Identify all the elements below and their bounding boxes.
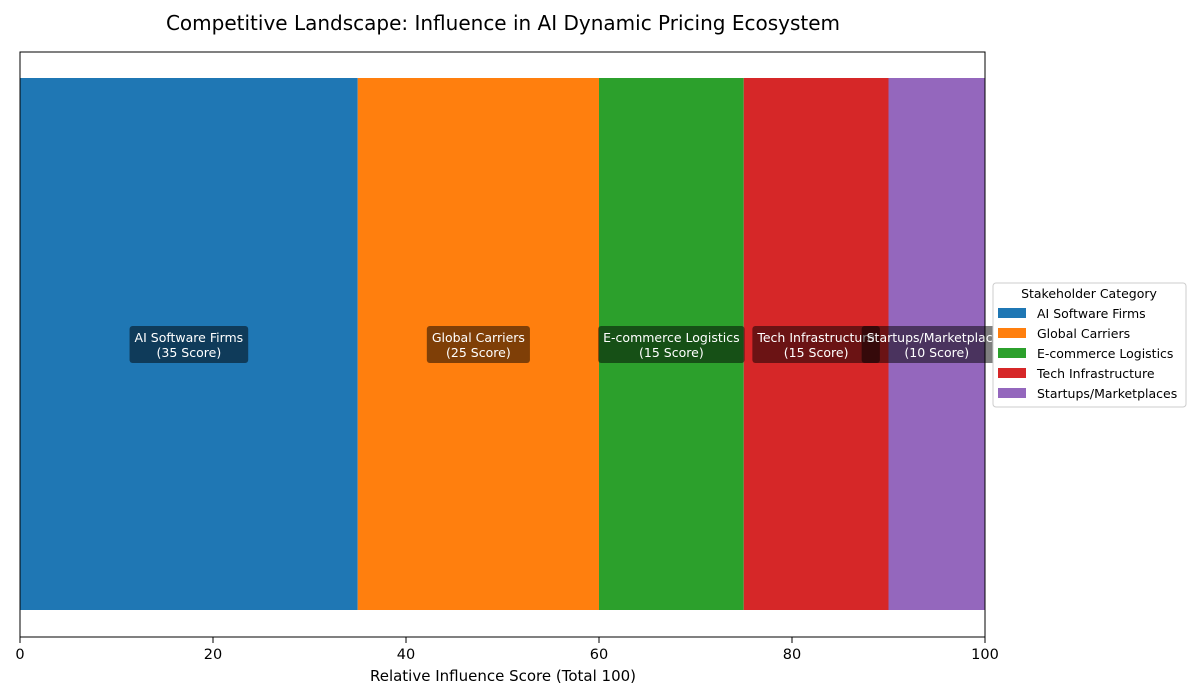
x-axis-label: Relative Influence Score (Total 100) — [370, 667, 636, 685]
x-tick-label: 100 — [971, 647, 999, 663]
bar-label: AI Software Firms(35 Score) — [129, 326, 249, 363]
bar-label-box — [861, 326, 1012, 363]
bar-label-name: Tech Infrastructure — [756, 330, 875, 345]
legend-entry: Global Carriers — [1037, 326, 1130, 341]
legend-title: Stakeholder Category — [1021, 286, 1157, 301]
bar-label-name: E-commerce Logistics — [603, 330, 739, 345]
chart-title: Competitive Landscape: Influence in AI D… — [166, 11, 840, 35]
bar-label: E-commerce Logistics(15 Score) — [598, 326, 745, 363]
bar-label-box — [129, 326, 249, 363]
legend-entry: Tech Infrastructure — [1036, 366, 1155, 381]
legend-swatch — [998, 388, 1026, 398]
x-tick-label: 20 — [204, 647, 222, 663]
bar-label-box — [426, 326, 530, 363]
bar-label-score: (15 Score) — [784, 345, 849, 360]
plot-frame — [19, 51, 986, 638]
legend-swatch — [998, 328, 1026, 338]
x-tick-label: 40 — [397, 647, 415, 663]
legend-swatch — [998, 368, 1026, 378]
x-tick-label: 0 — [15, 647, 24, 663]
bar-label: Global Carriers(25 Score) — [426, 326, 530, 363]
bar-label-name: Global Carriers — [432, 330, 525, 345]
x-axis: 0 20 40 60 80 100 — [15, 637, 999, 663]
bar-label-score: (35 Score) — [157, 345, 222, 360]
bar-label-score: (25 Score) — [446, 345, 511, 360]
bar-label-score: (10 Score) — [904, 345, 969, 360]
bar-label-name: Startups/Marketplaces — [867, 330, 1007, 345]
bar-label-box — [752, 326, 880, 363]
bar-label-name: AI Software Firms — [135, 330, 244, 345]
legend-entry: Startups/Marketplaces — [1037, 386, 1177, 401]
bar-labels: AI Software Firms(35 Score) Global Carrie… — [129, 326, 1012, 363]
bar-label: Startups/Marketplaces(10 Score) — [861, 326, 1012, 363]
bar-label: Tech Infrastructure(15 Score) — [752, 326, 880, 363]
legend-entry: AI Software Firms — [1037, 306, 1146, 321]
legend-frame — [992, 282, 1187, 408]
legend-swatch — [998, 348, 1026, 358]
x-tick-label: 80 — [783, 647, 801, 663]
legend-swatch — [998, 308, 1026, 318]
x-tick-label: 60 — [590, 647, 608, 663]
legend: Stakeholder Category AI Software Firms Gl… — [992, 282, 1187, 408]
legend-entry: E-commerce Logistics — [1037, 346, 1173, 361]
bar-label-score: (15 Score) — [639, 345, 704, 360]
bar-label-box — [598, 326, 745, 363]
